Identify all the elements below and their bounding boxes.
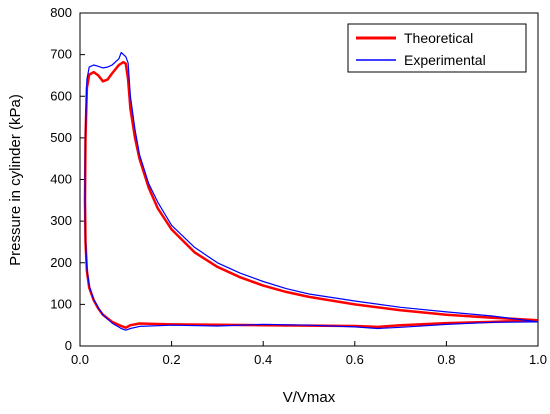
x-tick-label: 0.4 <box>254 352 272 367</box>
legend-label-theoretical: Theoretical <box>404 30 473 46</box>
x-tick-label: 0.6 <box>346 352 364 367</box>
x-tick-label: 0.8 <box>437 352 455 367</box>
y-tick-label: 800 <box>50 5 72 20</box>
y-tick-label: 200 <box>50 255 72 270</box>
series-layer <box>83 51 539 331</box>
y-tick-label: 100 <box>50 296 72 311</box>
y-tick-label: 500 <box>50 130 72 145</box>
x-tick-label: 0.2 <box>163 352 181 367</box>
x-tick-label: 1.0 <box>529 352 547 367</box>
legend-box <box>347 23 527 73</box>
y-axis-ticks: 0 100 200 300 400 500 600 700 800 <box>50 5 85 353</box>
y-axis-title: Pressure in cylinder (kPa) <box>7 94 24 266</box>
y-tick-label: 400 <box>50 172 72 187</box>
y-tick-label: 300 <box>50 213 72 228</box>
series-line-theoretical <box>83 60 539 329</box>
x-tick-label: 0.0 <box>71 352 89 367</box>
legend-label-experimental: Experimental <box>404 52 486 68</box>
x-axis-ticks: 0.0 0.2 0.4 0.6 0.8 1.0 <box>71 341 547 367</box>
y-tick-label: 700 <box>50 47 72 62</box>
x-axis-title: V/Vmax <box>283 389 336 406</box>
y-tick-label: 0 <box>65 338 72 353</box>
legend: Theoretical Experimental <box>347 23 527 73</box>
y-tick-label: 600 <box>50 88 72 103</box>
series-line-experimental <box>84 51 539 331</box>
